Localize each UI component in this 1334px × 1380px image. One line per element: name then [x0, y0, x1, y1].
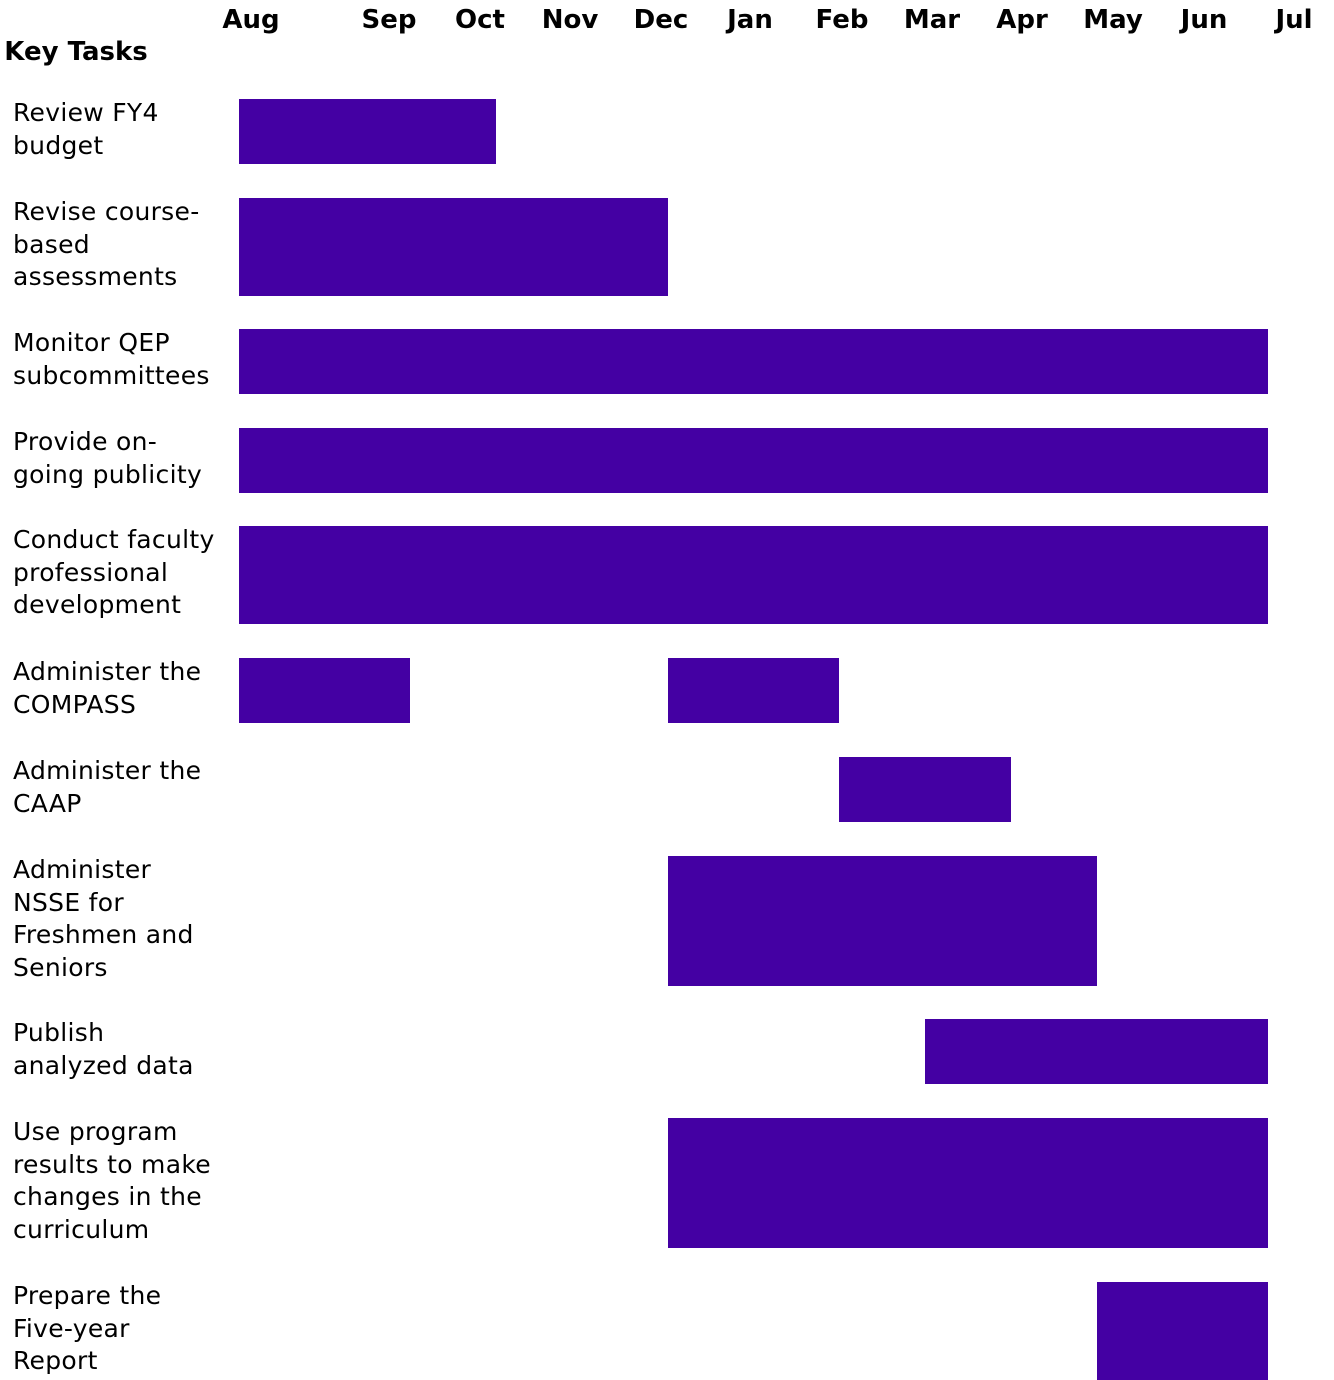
- task-bar: [239, 99, 496, 164]
- task-bar: [239, 658, 410, 723]
- task-bar: [668, 658, 839, 723]
- month-label-feb: Feb: [815, 5, 869, 35]
- task-label: Use program results to make changes in t…: [13, 1117, 211, 1244]
- month-label-may: May: [1083, 5, 1143, 35]
- key-tasks-header: Key Tasks: [4, 37, 148, 67]
- task-label: Review FY4 budget: [13, 98, 159, 160]
- task-label: Provide on- going publicity: [13, 427, 203, 489]
- task-label: Administer NSSE for Freshmen and Seniors: [13, 855, 194, 982]
- month-label-nov: Nov: [541, 5, 599, 35]
- task-bar: [668, 856, 1097, 986]
- task-bar: [239, 329, 1268, 394]
- month-label-jan: Jan: [727, 5, 773, 35]
- month-label-sep: Sep: [361, 5, 417, 35]
- task-label: Monitor QEP subcommittees: [13, 328, 210, 390]
- task-bar: [239, 526, 1268, 624]
- month-label-jul: Jul: [1275, 5, 1313, 35]
- task-bar: [239, 428, 1268, 493]
- month-label-dec: Dec: [633, 5, 689, 35]
- task-label: Administer the COMPASS: [13, 657, 202, 719]
- task-bar: [239, 198, 668, 296]
- month-label-mar: Mar: [903, 5, 961, 35]
- task-label: Publish analyzed data: [13, 1018, 194, 1080]
- task-label: Revise course- based assessments: [13, 197, 200, 291]
- month-label-oct: Oct: [455, 5, 505, 35]
- task-label: Administer the CAAP: [13, 756, 202, 818]
- month-label-jun: Jun: [1180, 5, 1228, 35]
- task-bar: [668, 1118, 1268, 1248]
- task-label: Prepare the Five-year Report: [13, 1281, 162, 1375]
- month-label-apr: Apr: [996, 5, 1048, 35]
- task-bar: [839, 757, 1011, 822]
- month-label-aug: Aug: [222, 5, 280, 35]
- task-bar: [1097, 1282, 1268, 1380]
- task-label: Conduct faculty professional development: [13, 525, 215, 619]
- task-bar: [925, 1019, 1268, 1084]
